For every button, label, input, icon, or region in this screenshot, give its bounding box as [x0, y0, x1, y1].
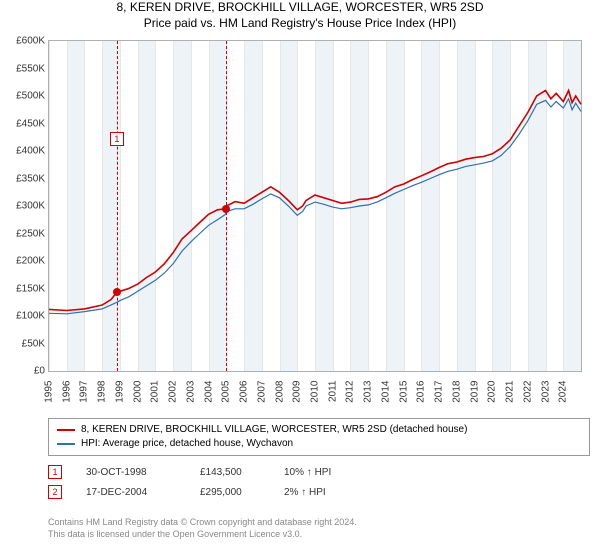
footer-line1: Contains HM Land Registry data © Crown c…	[48, 516, 357, 528]
legend-swatch	[57, 443, 75, 445]
x-tick-label: 2015	[398, 381, 409, 403]
sale-row: 2 17-DEC-2004 £295,000 2% ↑ HPI	[48, 482, 364, 502]
y-tick-label: £0	[34, 366, 45, 377]
footer-attribution: Contains HM Land Registry data © Crown c…	[48, 516, 357, 540]
x-tick-label: 2019	[469, 381, 480, 403]
sale-row-marker: 2	[48, 485, 62, 499]
y-tick-label: £600K	[16, 36, 45, 47]
y-tick-label: £500K	[16, 91, 45, 102]
sale-marker-dot	[113, 288, 121, 296]
sale-row-diff: 2% ↑ HPI	[284, 487, 364, 498]
x-tick-label: 2017	[434, 381, 445, 403]
x-tick-label: 2009	[292, 381, 303, 403]
x-tick-label: 1997	[79, 381, 90, 403]
x-tick-label: 2022	[522, 381, 533, 403]
x-tick-label: 2001	[150, 381, 161, 403]
y-tick-label: £100K	[16, 311, 45, 322]
chart-title: 8, KEREN DRIVE, BROCKHILL VILLAGE, WORCE…	[0, 0, 600, 14]
plot-area: 1995199619971998199920002001200220032004…	[48, 40, 582, 372]
x-tick-label: 2000	[132, 381, 143, 403]
y-tick-label: £150K	[16, 283, 45, 294]
x-tick-label: 2002	[168, 381, 179, 403]
sale-marker-dot	[222, 205, 230, 213]
y-tick-label: £300K	[16, 201, 45, 212]
x-tick-label: 2018	[451, 381, 462, 403]
sale-row: 1 30-OCT-1998 £143,500 10% ↑ HPI	[48, 462, 364, 482]
x-tick-label: 2010	[310, 381, 321, 403]
x-tick-label: 2005	[221, 381, 232, 403]
chart-lines	[49, 41, 581, 371]
chart-subtitle: Price paid vs. HM Land Registry's House …	[0, 16, 600, 30]
x-tick-label: 2008	[274, 381, 285, 403]
footer-line2: This data is licensed under the Open Gov…	[48, 528, 357, 540]
legend-label: 8, KEREN DRIVE, BROCKHILL VILLAGE, WORCE…	[81, 423, 467, 437]
y-tick-label: £400K	[16, 146, 45, 157]
x-tick-label: 2023	[540, 381, 551, 403]
x-tick-label: 2020	[487, 381, 498, 403]
x-tick-label: 2007	[256, 381, 267, 403]
series-line-hpi	[49, 99, 581, 314]
series-line-property	[49, 91, 581, 311]
legend-row: HPI: Average price, detached house, Wych…	[57, 437, 581, 451]
x-tick-label: 2011	[327, 381, 338, 403]
y-tick-label: £350K	[16, 173, 45, 184]
x-tick-label: 2006	[239, 381, 250, 403]
legend: 8, KEREN DRIVE, BROCKHILL VILLAGE, WORCE…	[48, 418, 590, 456]
legend-row: 8, KEREN DRIVE, BROCKHILL VILLAGE, WORCE…	[57, 423, 581, 437]
sale-row-marker: 1	[48, 465, 62, 479]
sale-row-date: 17-DEC-2004	[86, 487, 176, 498]
y-tick-label: £550K	[16, 63, 45, 74]
x-tick-label: 2014	[380, 381, 391, 403]
y-tick-label: £250K	[16, 228, 45, 239]
sale-marker-label: 1	[110, 132, 124, 146]
y-tick-label: £450K	[16, 118, 45, 129]
x-tick-label: 1996	[61, 381, 72, 403]
sales-table: 1 30-OCT-1998 £143,500 10% ↑ HPI 2 17-DEC-200…	[48, 462, 364, 502]
x-tick-label: 2012	[345, 381, 356, 403]
x-tick-label: 1995	[44, 381, 55, 403]
y-tick-label: £50K	[22, 338, 45, 349]
legend-swatch	[57, 429, 75, 431]
x-tick-label: 2004	[203, 381, 214, 403]
sale-row-date: 30-OCT-1998	[86, 467, 176, 478]
sale-row-price: £143,500	[200, 467, 260, 478]
x-tick-label: 2016	[416, 381, 427, 403]
sale-row-diff: 10% ↑ HPI	[284, 467, 364, 478]
legend-label: HPI: Average price, detached house, Wych…	[81, 437, 293, 451]
x-tick-label: 2003	[185, 381, 196, 403]
y-tick-label: £200K	[16, 256, 45, 267]
x-tick-label: 1998	[97, 381, 108, 403]
x-tick-label: 1999	[114, 381, 125, 403]
x-tick-label: 2013	[363, 381, 374, 403]
x-tick-label: 2021	[505, 381, 516, 403]
x-tick-label: 2024	[558, 381, 569, 403]
sale-row-price: £295,000	[200, 487, 260, 498]
